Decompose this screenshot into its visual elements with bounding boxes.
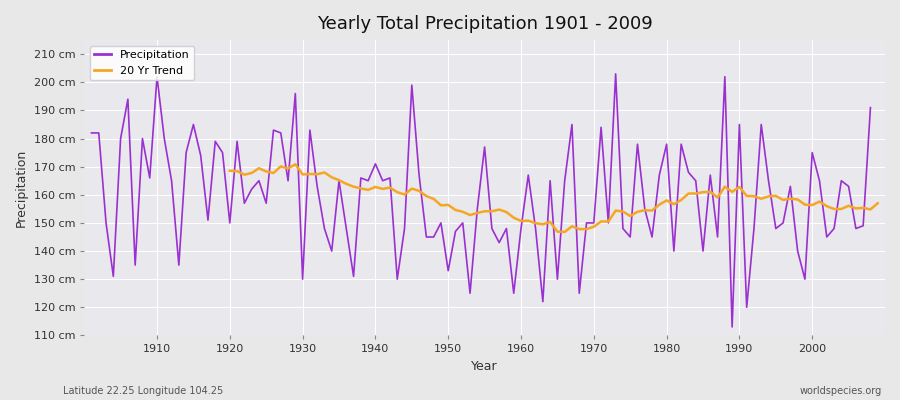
Precipitation <box>610 72 621 76</box>
Line: Precipitation: Precipitation <box>92 74 870 327</box>
Precipitation <box>865 105 876 110</box>
20 Yr Trend <box>319 170 329 175</box>
20 Yr Trend <box>792 197 803 202</box>
20 Yr Trend <box>872 201 883 206</box>
Precipitation <box>785 184 796 189</box>
Text: worldspecies.org: worldspecies.org <box>800 386 882 396</box>
X-axis label: Year: Year <box>472 360 498 373</box>
Precipitation <box>726 324 737 329</box>
Legend: Precipitation, 20 Yr Trend: Precipitation, 20 Yr Trend <box>90 46 194 80</box>
Line: 20 Yr Trend: 20 Yr Trend <box>230 164 878 232</box>
Precipitation <box>450 229 461 234</box>
Precipitation <box>166 178 177 183</box>
Precipitation <box>712 234 723 239</box>
20 Yr Trend <box>858 206 868 210</box>
20 Yr Trend <box>559 230 570 234</box>
20 Yr Trend <box>690 191 701 196</box>
20 Yr Trend <box>290 162 301 167</box>
Text: Latitude 22.25 Longitude 104.25: Latitude 22.25 Longitude 104.25 <box>63 386 223 396</box>
Precipitation <box>210 139 220 144</box>
20 Yr Trend <box>428 196 439 201</box>
Precipitation <box>86 130 97 135</box>
Title: Yearly Total Precipitation 1901 - 2009: Yearly Total Precipitation 1901 - 2009 <box>317 15 652 33</box>
Precipitation <box>770 226 781 231</box>
20 Yr Trend <box>224 168 235 173</box>
Y-axis label: Precipitation: Precipitation <box>15 149 28 227</box>
20 Yr Trend <box>778 198 788 202</box>
